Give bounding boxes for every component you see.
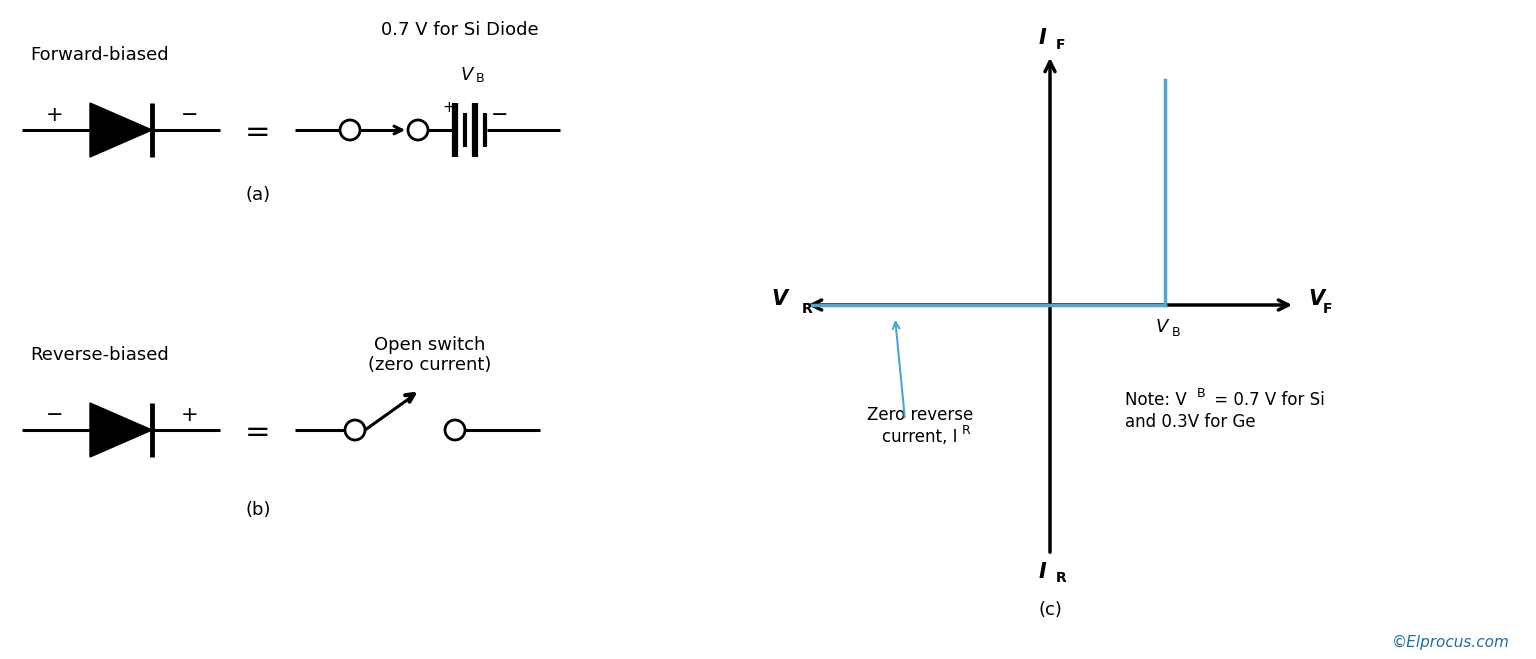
Text: R: R xyxy=(1057,571,1066,585)
Text: R: R xyxy=(962,424,971,437)
Text: −: − xyxy=(46,405,65,425)
Text: (c): (c) xyxy=(1038,601,1061,619)
Polygon shape xyxy=(91,403,152,457)
Text: Reverse-biased: Reverse-biased xyxy=(31,346,169,364)
Text: and 0.3V for Ge: and 0.3V for Ge xyxy=(1124,413,1255,431)
Text: F: F xyxy=(1322,302,1333,316)
Text: V: V xyxy=(1155,318,1169,336)
Text: −: − xyxy=(181,105,198,125)
Text: Zero reverse: Zero reverse xyxy=(866,406,974,424)
Text: Open switch
(zero current): Open switch (zero current) xyxy=(369,335,492,374)
Circle shape xyxy=(445,420,465,440)
Text: (a): (a) xyxy=(246,186,270,204)
Text: I: I xyxy=(1038,562,1046,582)
Text: +: + xyxy=(46,105,65,125)
Text: V: V xyxy=(773,289,788,309)
Text: R: R xyxy=(802,302,813,316)
Circle shape xyxy=(339,120,359,140)
Text: ©Elprocus.com: ©Elprocus.com xyxy=(1392,635,1510,650)
Polygon shape xyxy=(91,103,152,157)
Text: V: V xyxy=(461,66,473,84)
Text: Forward-biased: Forward-biased xyxy=(31,46,169,64)
Text: current, I: current, I xyxy=(882,428,958,446)
Text: = 0.7 V for Si: = 0.7 V for Si xyxy=(1209,391,1324,409)
Text: 0.7 V for Si Diode: 0.7 V for Si Diode xyxy=(381,21,539,39)
Text: I: I xyxy=(1038,28,1046,48)
Text: (b): (b) xyxy=(246,501,270,519)
Text: =: = xyxy=(246,418,270,447)
Text: −: − xyxy=(492,105,508,125)
Circle shape xyxy=(409,120,429,140)
Text: +: + xyxy=(181,405,198,425)
Text: Note: V: Note: V xyxy=(1124,391,1187,409)
Text: +: + xyxy=(442,101,455,115)
Text: B: B xyxy=(1172,326,1181,339)
Circle shape xyxy=(346,420,366,440)
Text: =: = xyxy=(246,119,270,148)
Text: B: B xyxy=(476,71,485,84)
Text: B: B xyxy=(1197,387,1206,400)
Text: V: V xyxy=(1309,289,1324,309)
Text: F: F xyxy=(1057,38,1066,52)
